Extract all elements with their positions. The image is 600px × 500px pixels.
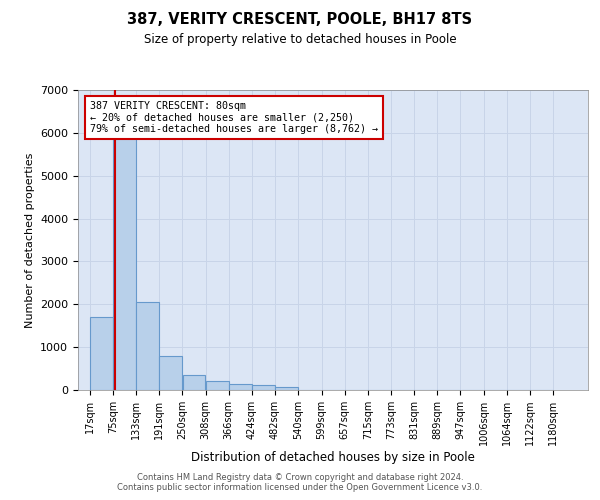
Y-axis label: Number of detached properties: Number of detached properties [25, 152, 35, 328]
Text: Contains HM Land Registry data © Crown copyright and database right 2024.
Contai: Contains HM Land Registry data © Crown c… [118, 473, 482, 492]
Bar [89, 317, 113, 390]
Bar [182, 375, 205, 390]
Bar [113, 116, 136, 390]
Text: 387 VERITY CRESCENT: 80sqm
← 20% of detached houses are smaller (2,250)
79% of s: 387 VERITY CRESCENT: 80sqm ← 20% of deta… [91, 100, 379, 134]
Bar [136, 302, 159, 390]
Text: Size of property relative to detached houses in Poole: Size of property relative to detached ho… [143, 32, 457, 46]
Bar [275, 387, 298, 390]
X-axis label: Distribution of detached houses by size in Poole: Distribution of detached houses by size … [191, 451, 475, 464]
Bar [206, 382, 229, 390]
Bar [229, 384, 252, 390]
Bar [252, 386, 275, 390]
Text: 387, VERITY CRESCENT, POOLE, BH17 8TS: 387, VERITY CRESCENT, POOLE, BH17 8TS [127, 12, 473, 28]
Bar [159, 356, 182, 390]
